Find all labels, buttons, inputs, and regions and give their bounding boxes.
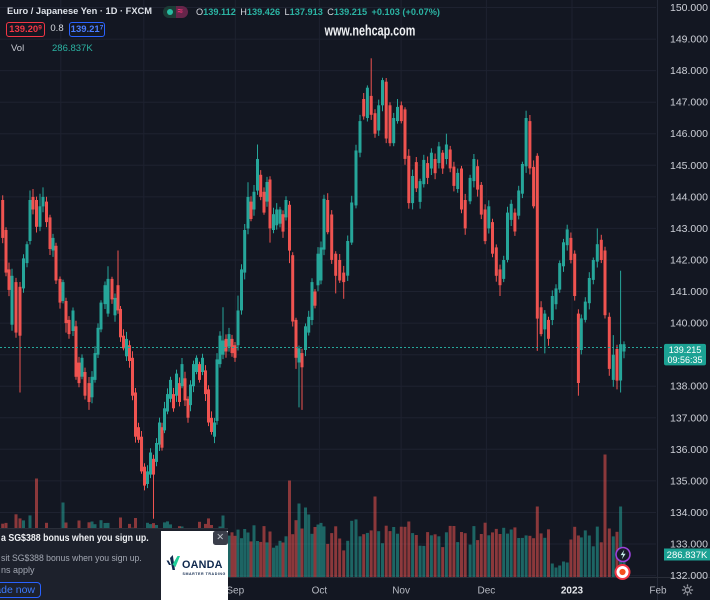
svg-text:135.000: 135.000 bbox=[670, 475, 708, 487]
svg-text:143.000: 143.000 bbox=[670, 223, 708, 235]
svg-text:Feb: Feb bbox=[649, 586, 667, 597]
svg-text:144.000: 144.000 bbox=[670, 191, 708, 203]
svg-text:SMARTER TRADING: SMARTER TRADING bbox=[183, 572, 226, 576]
svg-text:145.000: 145.000 bbox=[670, 160, 708, 172]
svg-text:OANDA: OANDA bbox=[182, 559, 223, 571]
svg-text:www.nehcap.com: www.nehcap.com bbox=[324, 22, 415, 39]
svg-text:Sep: Sep bbox=[226, 586, 244, 597]
svg-text:132.000: 132.000 bbox=[670, 570, 708, 582]
svg-text:134.000: 134.000 bbox=[670, 507, 708, 519]
svg-text:2023: 2023 bbox=[561, 586, 584, 597]
svg-text:Dec: Dec bbox=[478, 586, 496, 597]
svg-text:149.000: 149.000 bbox=[670, 34, 708, 46]
svg-text:Oct: Oct bbox=[312, 586, 328, 597]
svg-text:133.000: 133.000 bbox=[670, 539, 708, 551]
svg-text:148.000: 148.000 bbox=[670, 65, 708, 77]
svg-text:142.000: 142.000 bbox=[670, 255, 708, 267]
svg-text:150.000: 150.000 bbox=[670, 2, 708, 14]
svg-text:09:56:35: 09:56:35 bbox=[667, 355, 702, 365]
svg-text:Nov: Nov bbox=[392, 586, 410, 597]
svg-text:139.215: 139.215 bbox=[669, 345, 702, 355]
svg-text:146.000: 146.000 bbox=[670, 128, 708, 140]
svg-text:147.000: 147.000 bbox=[670, 97, 708, 109]
svg-text:286.837K: 286.837K bbox=[667, 550, 708, 561]
svg-text:137.000: 137.000 bbox=[670, 412, 708, 424]
svg-text:136.000: 136.000 bbox=[670, 444, 708, 456]
svg-text:141.000: 141.000 bbox=[670, 286, 708, 298]
svg-text:138.000: 138.000 bbox=[670, 381, 708, 393]
svg-text:140.000: 140.000 bbox=[670, 318, 708, 330]
